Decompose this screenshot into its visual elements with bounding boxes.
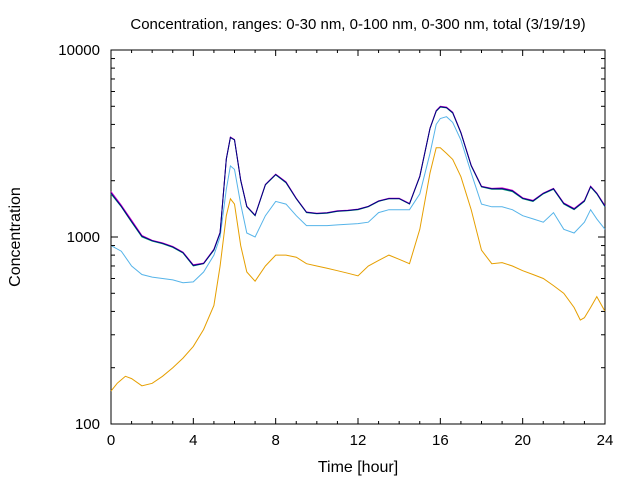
y-tick-label: 100 [75, 416, 100, 433]
series-line-4 [110, 105, 606, 266]
x-axis-label: Time [hour] [318, 459, 398, 476]
x-tick-label: 8 [271, 432, 279, 449]
x-tick-label: 12 [350, 432, 367, 449]
series-line-1 [110, 147, 606, 392]
x-tick-label: 16 [432, 432, 449, 449]
x-tick-label: 0 [107, 432, 115, 449]
x-tick-label: 20 [514, 432, 531, 449]
y-tick-label: 1000 [67, 229, 100, 246]
x-tick-label: 24 [597, 432, 614, 449]
tick-layer: 0 4 8 12 16 20 24 100 1000 10000 [58, 42, 613, 449]
chart-title: Concentration, ranges: 0-30 nm, 0-100 nm… [130, 16, 585, 33]
x-tick-label: 4 [189, 432, 197, 449]
y-tick-label: 10000 [58, 42, 100, 59]
plot-frame [110, 49, 606, 425]
series-line-2 [110, 116, 606, 284]
series-line-5 [110, 106, 606, 266]
y-axis-label: Concentration [7, 187, 24, 287]
series-line-3 [110, 106, 606, 267]
series-layer [110, 105, 606, 392]
